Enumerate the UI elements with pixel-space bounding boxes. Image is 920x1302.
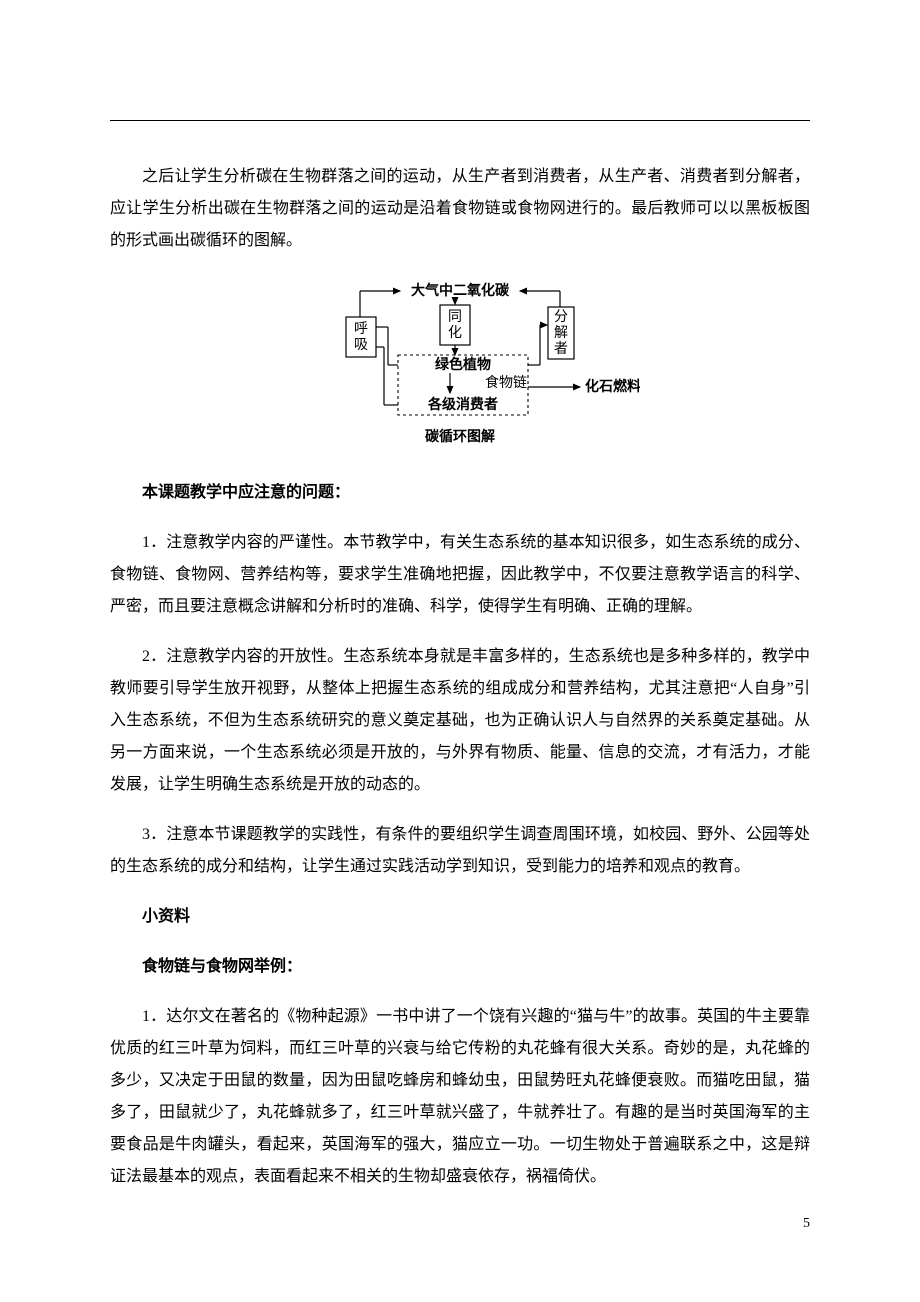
paragraph-intro: 之后让学生分析碳在生物群落之间的运动，从生产者到消费者，从生产者、消费者到分解者… — [110, 161, 810, 257]
heading-examples: 食物链与食物网举例： — [110, 951, 810, 983]
svg-text:化: 化 — [448, 325, 462, 341]
svg-text:化石燃料: 化石燃料 — [585, 378, 640, 395]
svg-text:呼: 呼 — [354, 321, 368, 337]
svg-text:者: 者 — [554, 341, 568, 357]
carbon-cycle-svg: 大气中二氧化碳 呼 吸 同 化 分 解 者 — [280, 275, 640, 450]
svg-text:分: 分 — [554, 309, 568, 325]
page-number: 5 — [803, 1216, 810, 1232]
paragraph-point3: 3．注意本节课题教学的实践性，有条件的要组织学生调查周围环境，如校园、野外、公园… — [110, 819, 810, 883]
svg-text:同: 同 — [448, 310, 462, 325]
heading-problems: 本课题教学中应注意的问题： — [110, 477, 810, 509]
carbon-cycle-diagram: 大气中二氧化碳 呼 吸 同 化 分 解 者 — [110, 275, 810, 455]
top-separator — [110, 120, 810, 121]
paragraph-point2: 2．注意教学内容的开放性。生态系统本身就是丰富多样的，生态系统也是多种多样的，教… — [110, 641, 810, 801]
svg-text:各级消费者: 各级消费者 — [427, 396, 498, 413]
svg-text:吸: 吸 — [354, 338, 368, 353]
heading-resources: 小资料 — [110, 901, 810, 933]
svg-text:绿色植物: 绿色植物 — [435, 356, 491, 373]
paragraph-example1: 1．达尔文在著名的《物种起源》一书中讲了一个饶有兴趣的“猫与牛”的故事。英国的牛… — [110, 1001, 810, 1193]
svg-text:解: 解 — [554, 325, 568, 341]
svg-text:碳循环图解: 碳循环图解 — [425, 428, 495, 445]
svg-text:食物链: 食物链 — [485, 374, 527, 391]
svg-text:大气中二氧化碳: 大气中二氧化碳 — [411, 282, 510, 299]
paragraph-point1: 1．注意教学内容的严谨性。本节教学中，有关生态系统的基本知识很多，如生态系统的成… — [110, 527, 810, 623]
